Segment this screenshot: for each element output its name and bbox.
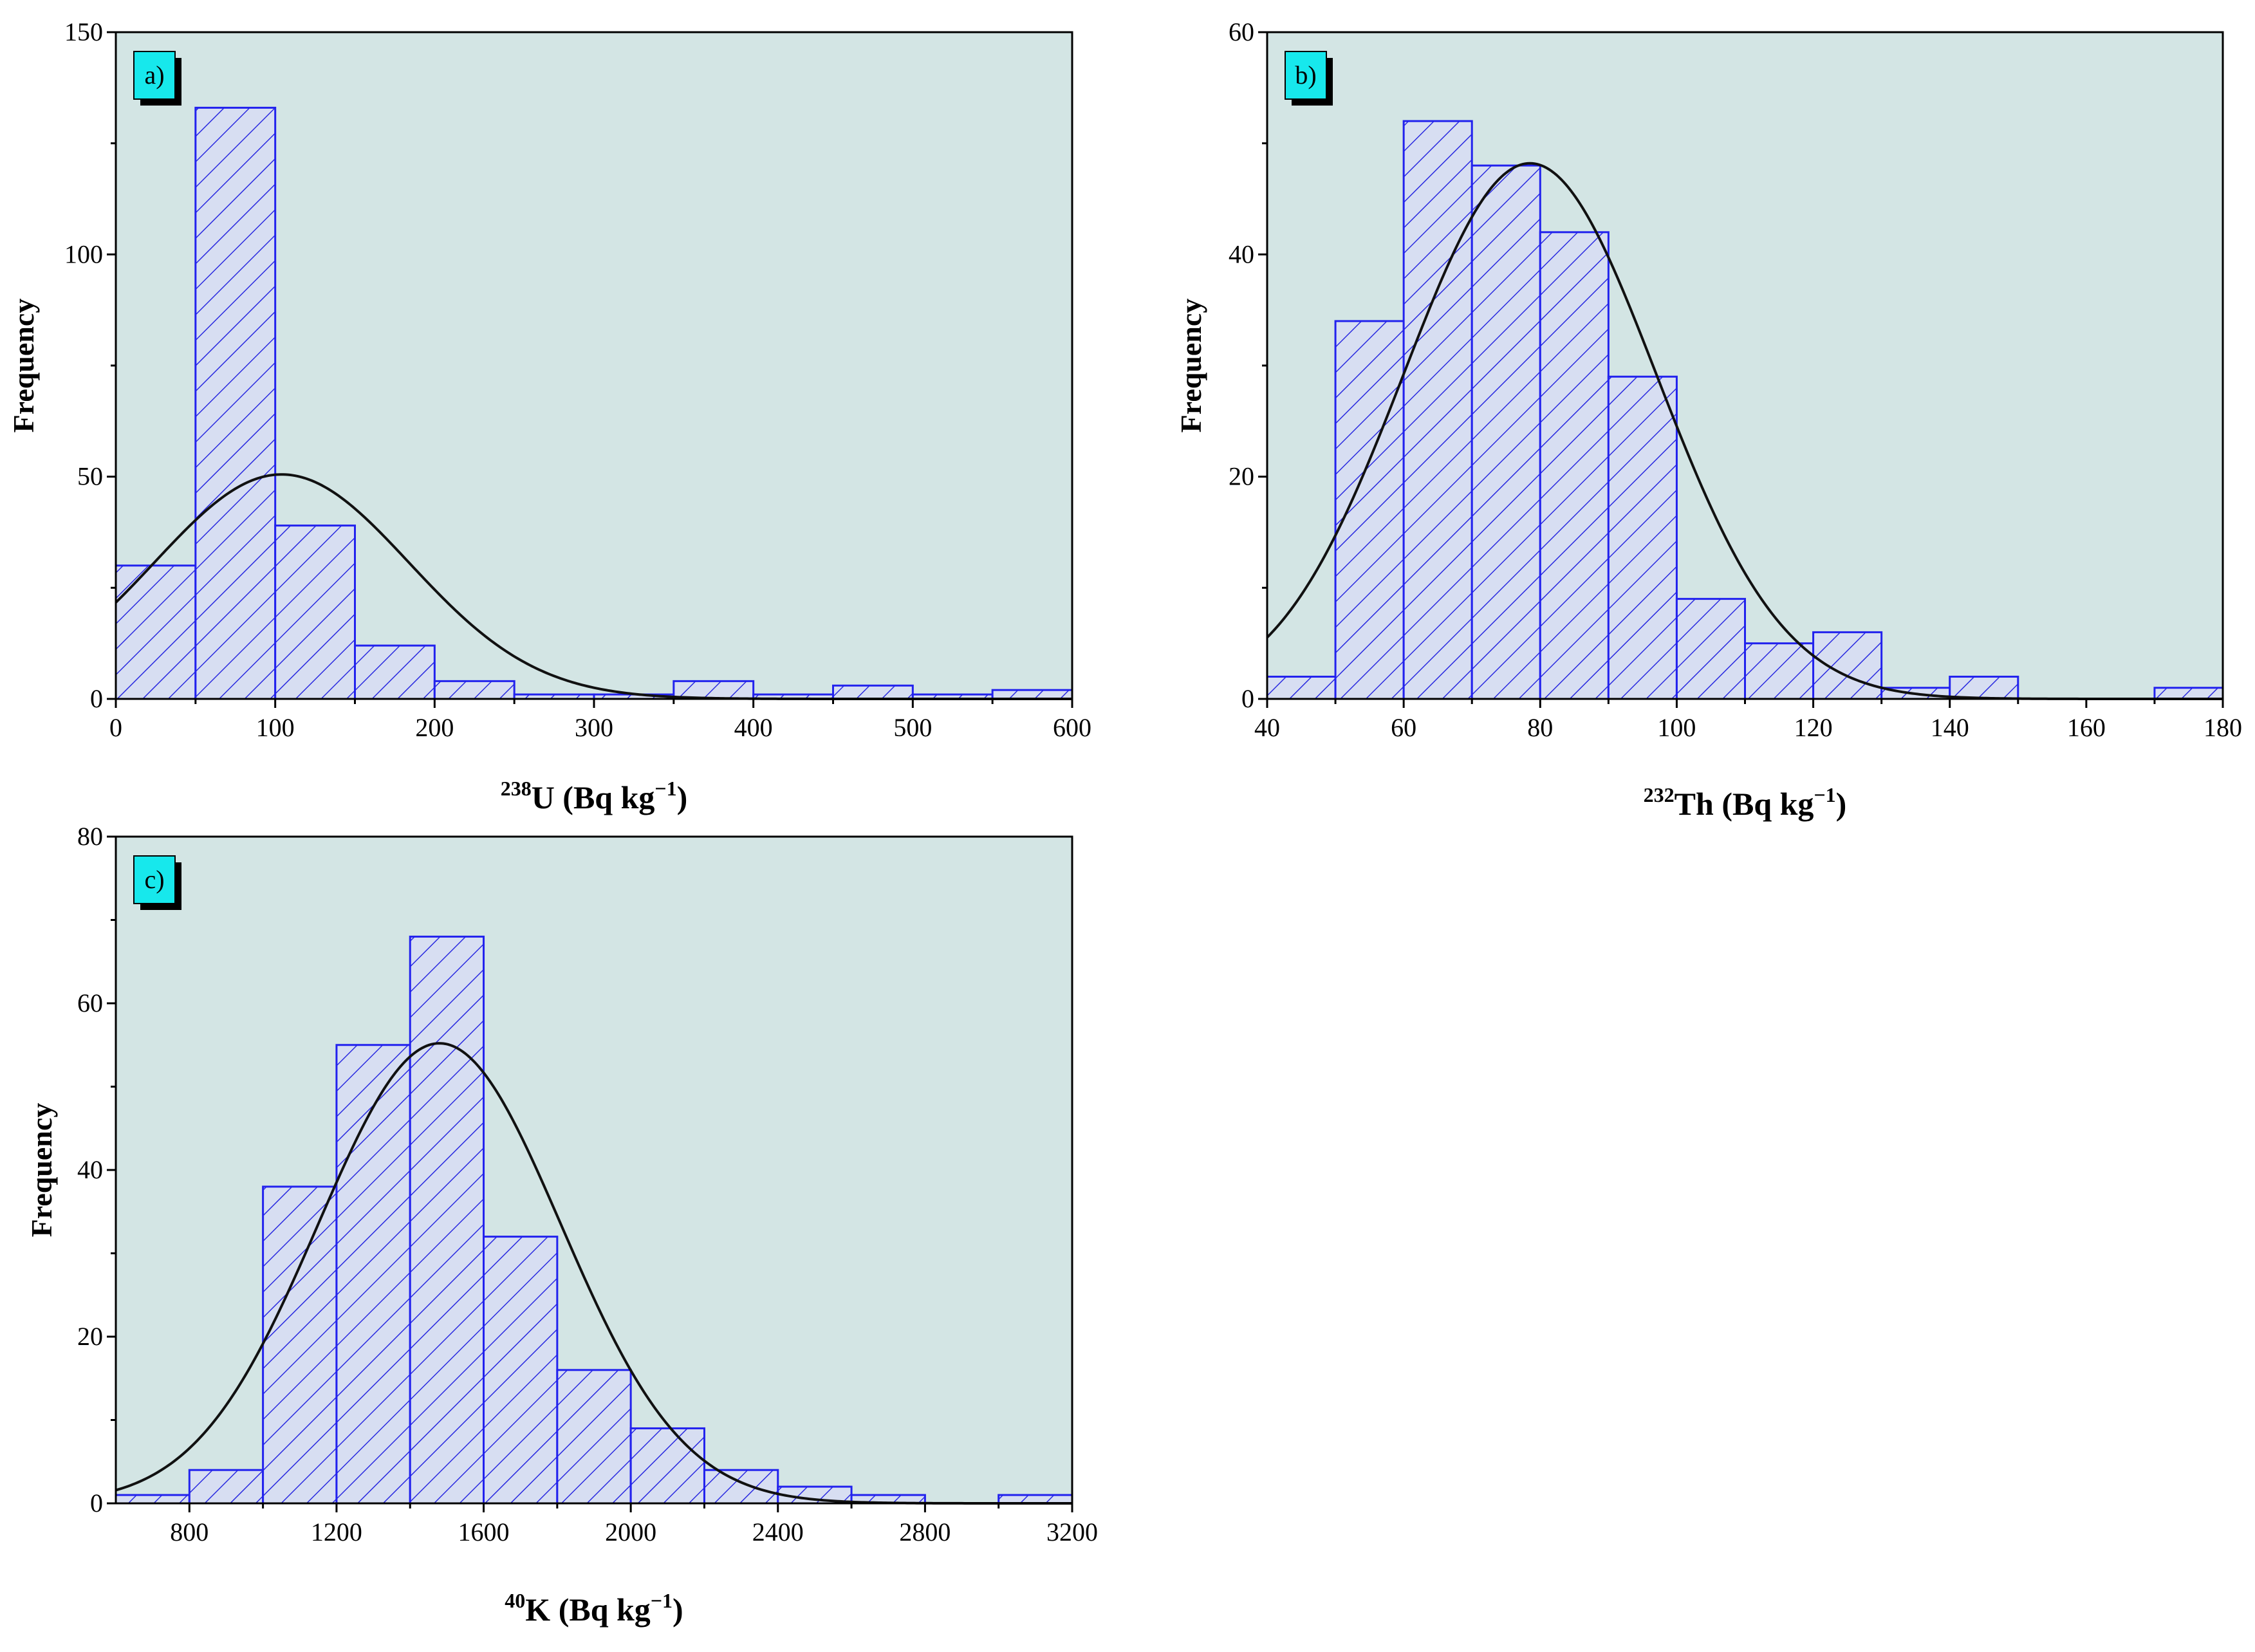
histogram-bar: [335, 1044, 411, 1505]
x-axis-title-isotope-mass: 232: [1644, 783, 1675, 806]
histogram-bar: [556, 1369, 632, 1505]
histogram-bar: [409, 935, 485, 1505]
x-axis-title-exponent: −1: [654, 777, 676, 800]
x-axis-title-isotope-mass: 40: [505, 1589, 525, 1612]
x-tick-label: 500: [893, 713, 932, 742]
histogram-bar: [483, 1236, 559, 1505]
x-axis-title-isotope-mass: 238: [501, 777, 532, 800]
x-tick-label: 1200: [311, 1517, 362, 1546]
x-axis-title-element: K (Bq kg: [525, 1592, 651, 1628]
y-axis-title: Frequency: [7, 299, 40, 433]
histogram-bar: [629, 1427, 705, 1505]
x-tick-label: 120: [1794, 713, 1833, 742]
x-tick-label: 600: [1053, 713, 1091, 742]
y-tick-label: 50: [77, 462, 103, 491]
x-tick-label: 3200: [1046, 1517, 1098, 1546]
histogram-panel-uranium: 0 50 100 150 0 100 200 300 400 500 600 Frequency 238…: [7, 17, 1091, 815]
x-tick-label: 100: [256, 713, 295, 742]
x-tick-label: 800: [170, 1517, 209, 1546]
y-tick-label: 80: [77, 822, 103, 851]
y-tick-label: 40: [1229, 239, 1254, 268]
x-tick-label: 2000: [605, 1517, 656, 1546]
histogram-bar: [194, 106, 277, 700]
y-tick-label: 100: [64, 239, 103, 268]
x-tick-label: 180: [2204, 713, 2242, 742]
x-tick-label: 300: [575, 713, 613, 742]
x-axis-title-close: ): [677, 779, 688, 815]
x-axis-title-exponent: −1: [651, 1589, 673, 1612]
histogram-bar: [673, 680, 755, 700]
x-axis-title: 232Th (Bq kg−1): [1644, 783, 1847, 822]
histogram-bar: [188, 1469, 264, 1505]
y-tick-label: 60: [77, 988, 103, 1017]
histogram-bar: [262, 1185, 338, 1505]
histogram-bar: [1266, 675, 1337, 700]
histogram-bar: [1471, 164, 1541, 700]
x-tick-label: 1600: [458, 1517, 510, 1546]
x-tick-label: 2800: [899, 1517, 951, 1546]
panel-label-box: [1285, 51, 1327, 100]
histogram-bar: [1744, 642, 1815, 700]
histogram-panel-potassium: 0 20 40 60 80 800 1200 1600 2000 2400 2800 3200 Freq…: [25, 822, 1098, 1628]
x-tick-label: 100: [1657, 713, 1696, 742]
panel-label-box: [133, 51, 176, 100]
histogram-bar: [1607, 375, 1678, 700]
histogram-panel-thorium: 0 20 40 60 40 60 80 100 120 140 160 180 Frequency 232…: [1174, 17, 2242, 822]
y-tick-label: 60: [1229, 17, 1254, 46]
histogram-bar: [354, 644, 436, 700]
histogram-bar: [115, 564, 197, 700]
histogram-bar: [991, 689, 1073, 700]
x-axis-title: 238U (Bq kg−1): [501, 777, 688, 815]
x-axis-title-element: Th (Bq kg: [1675, 786, 1814, 822]
y-axis-title: Frequency: [1174, 299, 1207, 433]
histogram-bar: [832, 684, 914, 700]
panel-label-text: a): [144, 60, 164, 89]
y-tick-label: 20: [1229, 462, 1254, 491]
x-axis-title-close: ): [673, 1592, 683, 1628]
histogram-bar: [2153, 687, 2224, 700]
histogram-bar: [703, 1469, 779, 1505]
x-tick-label: 400: [734, 713, 773, 742]
histogram-bar: [274, 524, 356, 700]
panel-label-text: b): [1295, 60, 1316, 89]
y-tick-label: 40: [77, 1155, 103, 1184]
x-tick-label: 60: [1391, 713, 1416, 742]
panel-label-box: [133, 855, 176, 904]
x-tick-label: 0: [109, 713, 122, 742]
histogram-bar: [115, 1494, 190, 1505]
y-axis-title: Frequency: [25, 1103, 58, 1238]
panel-label-text: c): [144, 865, 164, 894]
histogram-bar: [1675, 598, 1746, 700]
histogram-bar: [1334, 320, 1405, 700]
y-tick-label: 150: [64, 17, 103, 46]
y-tick-label: 0: [90, 684, 103, 713]
y-tick-label: 0: [1241, 684, 1254, 713]
x-tick-label: 80: [1527, 713, 1553, 742]
x-axis-title: 40K (Bq kg−1): [505, 1589, 683, 1628]
x-tick-label: 140: [1931, 713, 1969, 742]
histogram-bar: [1539, 231, 1610, 700]
x-tick-label: 2400: [752, 1517, 804, 1546]
y-tick-label: 20: [77, 1322, 103, 1351]
x-axis-title-exponent: −1: [1814, 783, 1835, 806]
histogram-bar: [1402, 120, 1473, 700]
x-axis-title-close: ): [1836, 786, 1847, 822]
x-tick-label: 200: [415, 713, 454, 742]
x-axis-title-element: U (Bq kg: [532, 779, 655, 815]
x-tick-label: 160: [2067, 713, 2106, 742]
histogram-bar: [1949, 675, 2019, 700]
histogram-bar: [1812, 631, 1883, 700]
x-tick-label: 40: [1254, 713, 1280, 742]
y-tick-label: 0: [90, 1489, 103, 1517]
histogram-bar: [433, 680, 515, 700]
